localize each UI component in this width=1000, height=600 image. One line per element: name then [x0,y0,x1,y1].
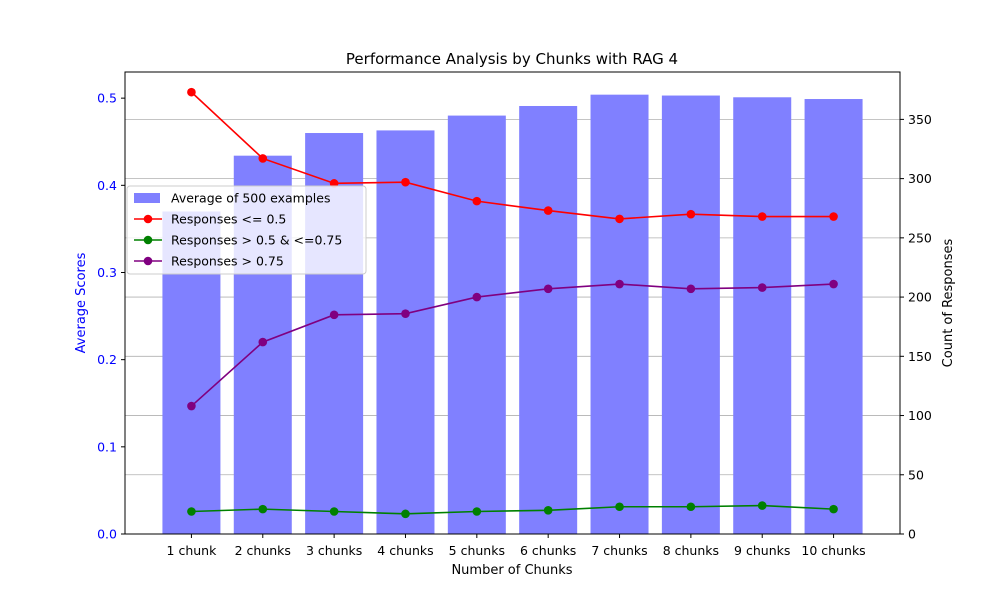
y-left-tick-label: 0.2 [97,352,117,367]
left-axis: 0.0 0.1 0.2 0.3 0.4 0.5 [97,91,125,542]
x-tick-label: 2 chunks [235,543,291,558]
series-point [329,507,339,516]
series-point [829,504,838,514]
legend: Average of 500 examples Responses <= 0.5 R… [126,185,367,275]
x-tick-label: 4 chunks [377,543,433,558]
y-right-tick-label: 350 [908,112,932,127]
y-axis-right-label: Count of Responses [941,238,956,367]
x-tick-label: 5 chunks [449,543,505,558]
bar [447,115,506,535]
series-line [190,283,834,407]
legend-label: Average of 500 examples [171,191,330,206]
plot-frame [124,71,901,535]
legend-label: Responses <= 0.5 [171,212,286,227]
series-point [615,279,624,289]
x-tick-label: 8 chunks [663,543,719,558]
x-tick-label: 3 chunks [306,543,362,558]
series-point [472,292,482,302]
x-axis-label: Number of Chunks [451,563,572,578]
y-left-tick-label: 0.3 [97,265,117,280]
lines [187,87,838,519]
y-right-tick-label: 150 [908,349,932,364]
y-right-tick-label: 100 [908,408,932,423]
series-point [258,337,268,347]
bar [804,99,863,534]
y-right-tick-label: 0 [908,527,916,542]
bar [590,94,649,534]
series-point [401,177,410,187]
x-tick-label: 9 chunks [734,543,790,558]
series-point [543,506,553,515]
series-point [329,310,339,320]
legend-marker [143,214,153,224]
x-tick-label: 7 chunks [591,543,647,558]
series-point [472,507,482,516]
y-left-tick-label: 0.0 [97,527,117,542]
series-point [187,87,196,97]
series-point [757,212,767,221]
bar [376,130,435,534]
bar [519,105,578,535]
series-point [686,209,696,219]
bar [661,95,720,534]
legend-marker [143,235,153,245]
series-point [258,504,268,514]
series-point [401,509,410,519]
x-tick-label: 1 chunk [167,543,218,558]
legend-box [126,185,367,275]
y-left-tick-label: 0.4 [97,178,117,193]
legend-marker [143,256,153,266]
series-point [187,507,196,516]
x-tick-label: 6 chunks [520,543,576,558]
series-point [187,401,196,411]
x-tick-label: 10 chunks [801,543,865,558]
y-left-tick-label: 0.1 [97,439,117,454]
right-axis: 0 50 100 150 200 250 300 350 [900,112,932,542]
series-point [686,502,696,512]
series-point [472,196,482,206]
y-axis-left-label: Average Scores [74,252,89,353]
legend-swatch [134,193,160,203]
series-point [757,283,767,292]
series-point [829,212,838,221]
series-point [258,154,268,163]
series-point [615,502,624,512]
x-axis: 1 chunk 2 chunks 3 chunks 4 chunks 5 chunks 6… [167,534,866,558]
y-right-tick-label: 300 [908,171,932,186]
series-point [686,284,696,294]
series-point [829,279,838,289]
series-point [401,309,410,318]
y-left-tick-label: 0.5 [97,91,117,106]
legend-label: Responses > 0.5 & <=0.75 [171,233,342,248]
series-point [543,284,553,294]
chart-title: Performance Analysis by Chunks with RAG … [346,50,678,68]
series-point [757,501,767,510]
y-right-tick-label: 50 [908,467,924,482]
series-point [543,206,553,215]
series-point [615,214,624,224]
y-right-tick-label: 250 [908,230,932,245]
bar [733,97,792,535]
series-line [191,504,834,515]
legend-label: Responses > 0.75 [171,254,284,269]
y-right-tick-label: 200 [908,290,932,305]
series-line [190,91,834,220]
